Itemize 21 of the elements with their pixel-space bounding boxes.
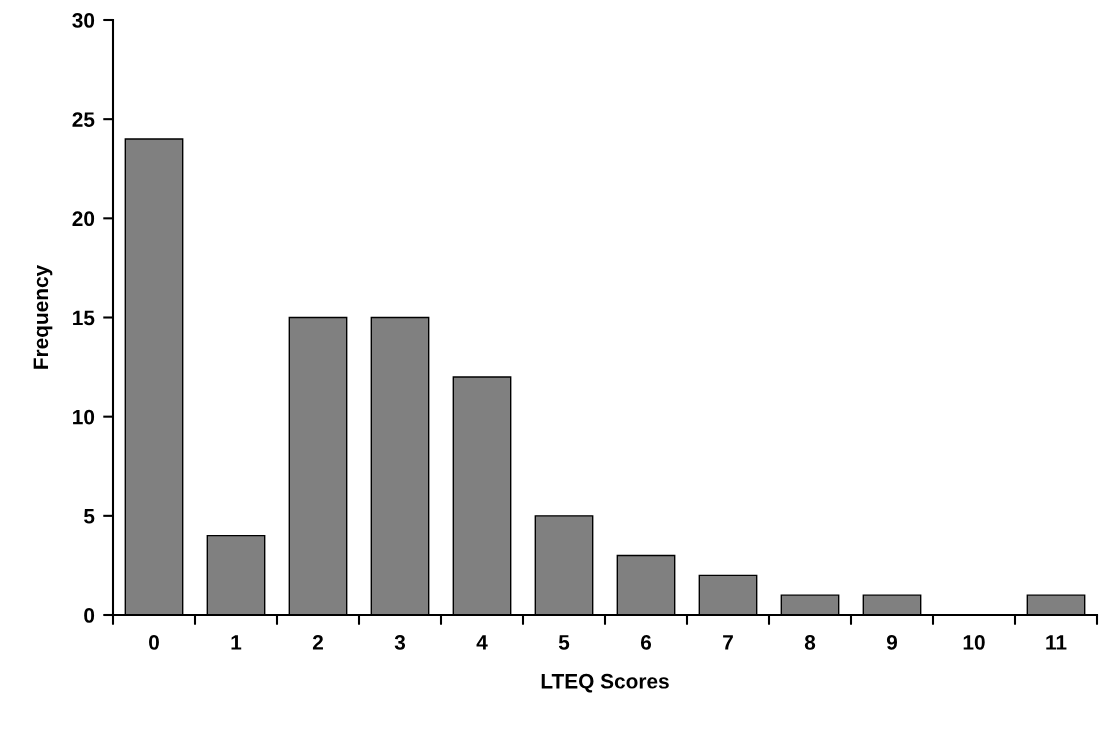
y-tick-label: 0 (84, 608, 95, 623)
y-tick-label: 25 (72, 112, 95, 127)
x-tick-label: 6 (640, 634, 652, 650)
x-tick-label: 8 (804, 634, 816, 650)
x-axis-title: LTEQ Scores (541, 673, 669, 693)
x-tick-label: 10 (963, 634, 985, 650)
x-tick-label: 0 (149, 634, 159, 650)
x-tick-label: 7 (723, 635, 733, 650)
y-axis-title: Frequency (33, 264, 53, 369)
x-tick-label: 9 (886, 634, 898, 650)
x-tick-label: 5 (558, 635, 570, 650)
y-tick-label: 15 (73, 310, 95, 326)
y-tick-label: 10 (73, 409, 95, 425)
x-tick-label: 4 (476, 635, 488, 650)
y-tick-label: 20 (72, 211, 95, 227)
x-tick-label: 1 (231, 635, 242, 650)
x-tick-label: 11 (1046, 635, 1067, 650)
y-tick-label: 5 (84, 509, 95, 524)
x-tick-label: 2 (312, 634, 323, 650)
x-tick-label: 3 (394, 634, 406, 650)
y-tick-label: 30 (72, 13, 95, 28)
